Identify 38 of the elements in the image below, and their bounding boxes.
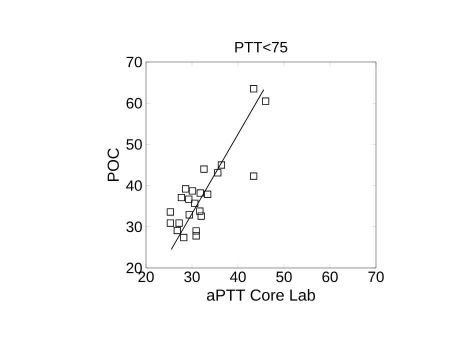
x-tick-label: 50: [276, 272, 292, 282]
x-tick-label: 20: [138, 272, 154, 282]
y-axis-title: POC: [108, 148, 119, 182]
point: [196, 208, 204, 215]
x-tick-label: 30: [184, 272, 200, 282]
chart-title: PTT<75: [235, 42, 288, 52]
point: [250, 172, 258, 180]
point: [196, 189, 204, 197]
y-tick-label: 20: [126, 262, 142, 274]
x-axis-title: aPTT Core Lab: [206, 289, 315, 301]
point: [185, 196, 192, 203]
point: [192, 232, 200, 240]
point: [174, 226, 181, 234]
point: [198, 212, 205, 220]
point: [186, 211, 193, 218]
y-tick-label: 30: [126, 221, 142, 232]
point: [166, 208, 174, 216]
point: [178, 194, 186, 202]
y-tick-label: 70: [126, 56, 142, 68]
point: [176, 219, 183, 227]
point: [166, 219, 174, 227]
y-tick-label: 60: [126, 98, 142, 109]
point: [200, 166, 208, 173]
point: [191, 200, 198, 207]
x-tick-label: 70: [368, 272, 384, 282]
point: [262, 98, 270, 105]
y-tick-label: 50: [126, 139, 142, 150]
point: [192, 227, 200, 235]
x-tick-label: 60: [322, 272, 338, 282]
x-tick-label: 40: [230, 272, 246, 282]
point: [250, 85, 258, 92]
y-tick-label: 40: [126, 180, 142, 191]
point: [214, 169, 222, 176]
point: [182, 185, 190, 192]
point: [188, 187, 196, 195]
point: [180, 234, 188, 242]
point: [204, 190, 212, 198]
point: [218, 161, 226, 169]
